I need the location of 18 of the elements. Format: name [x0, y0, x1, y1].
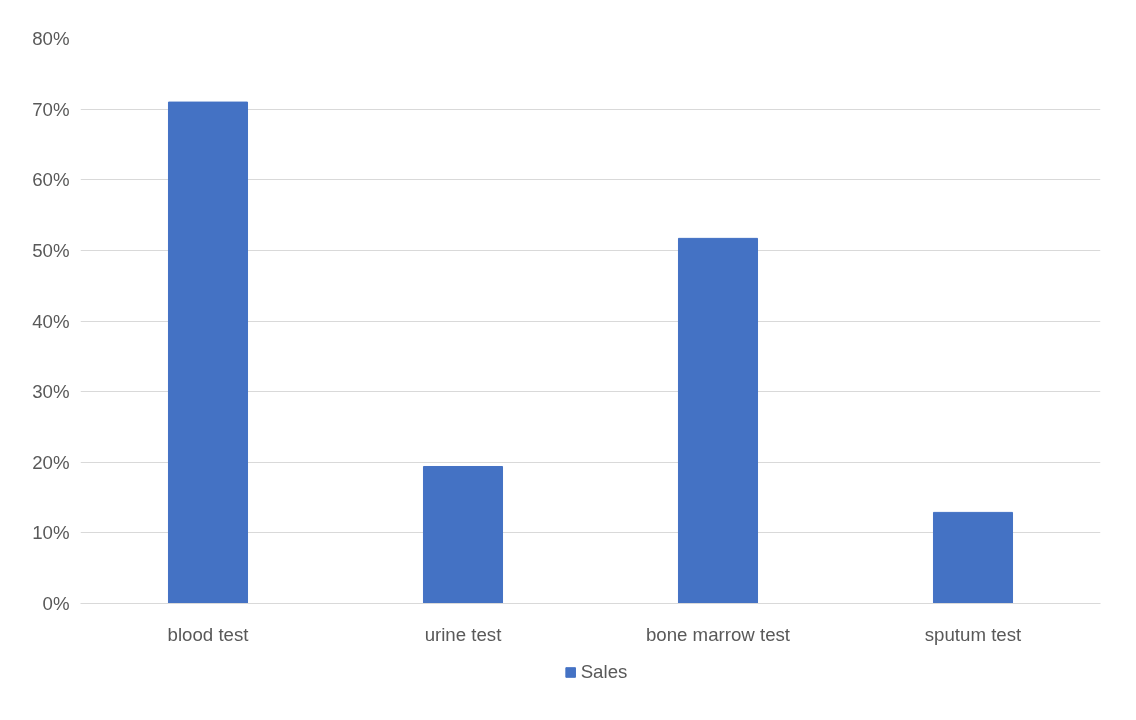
y-tick-label: 0%	[42, 593, 70, 614]
x-tick-label: bone marrow test	[645, 623, 791, 645]
y-tick-label: 50%	[32, 239, 70, 261]
bar	[422, 465, 504, 604]
x-tick-label: urine test	[424, 623, 503, 645]
x-tick-label: sputum test	[924, 623, 1023, 645]
y-tick-label: 20%	[32, 451, 70, 473]
y-tick-label: 40%	[32, 310, 70, 332]
legend-label: Sales	[580, 661, 628, 683]
y-tick-label: 60%	[32, 169, 70, 191]
bar	[932, 511, 1014, 604]
bar	[167, 101, 249, 604]
y-tick-label: 10%	[32, 522, 70, 544]
x-tick-label: blood test	[167, 623, 250, 645]
y-tick-label: 70%	[32, 98, 70, 120]
y-tick-label: 30%	[32, 381, 70, 403]
bar	[677, 237, 759, 604]
y-tick-label: 80%	[32, 28, 70, 49]
